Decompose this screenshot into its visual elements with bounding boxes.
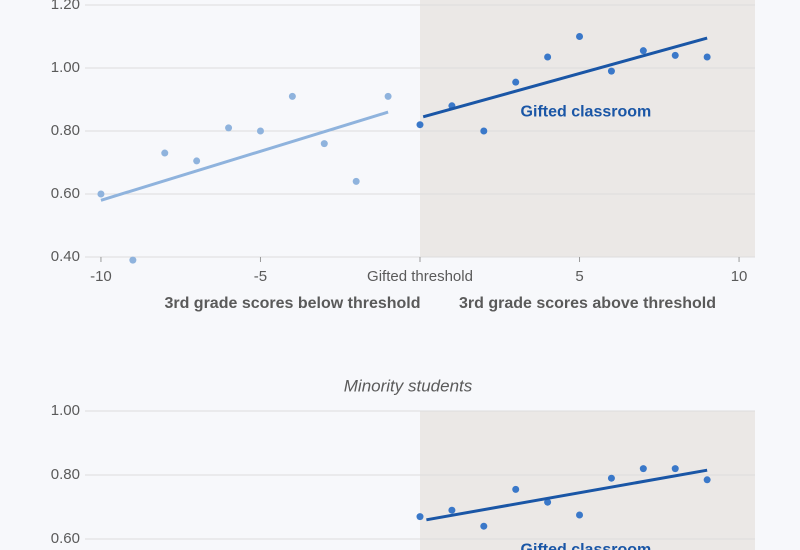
data-point bbox=[193, 157, 201, 165]
x-tick-label: -10 bbox=[90, 268, 112, 285]
y-tick-label: 0.80 bbox=[51, 122, 80, 139]
data-point bbox=[384, 92, 392, 100]
chart-title: Minority students bbox=[344, 376, 473, 395]
data-point bbox=[416, 513, 424, 521]
x-group-label: 3rd grade scores below threshold bbox=[164, 295, 420, 312]
x-tick-label: 5 bbox=[575, 268, 583, 285]
y-tick-label: 0.60 bbox=[51, 530, 80, 547]
data-point bbox=[352, 177, 360, 185]
data-point bbox=[161, 149, 169, 157]
data-point bbox=[97, 190, 105, 198]
x-tick-label: 10 bbox=[731, 268, 748, 285]
y-tick-label: 0.40 bbox=[51, 248, 80, 265]
data-point bbox=[288, 92, 296, 100]
data-point bbox=[671, 51, 679, 59]
data-point bbox=[320, 140, 328, 148]
data-point bbox=[480, 127, 488, 135]
y-tick-label: 0.60 bbox=[51, 185, 80, 202]
y-tick-label: 1.00 bbox=[51, 59, 80, 76]
data-point bbox=[448, 506, 456, 514]
data-point bbox=[576, 33, 584, 40]
x-tick-label: -5 bbox=[254, 268, 267, 285]
x-group-label: 3rd grade scores above threshold bbox=[459, 295, 716, 312]
data-point bbox=[512, 78, 520, 86]
data-point bbox=[671, 465, 679, 473]
annotation: Gifted classroom bbox=[521, 103, 652, 120]
data-point bbox=[129, 256, 137, 264]
annotation: Gifted classroom bbox=[521, 541, 652, 550]
data-point bbox=[512, 485, 520, 493]
data-point bbox=[416, 121, 424, 129]
data-point bbox=[256, 127, 264, 135]
data-point bbox=[607, 474, 615, 482]
y-tick-label: 1.20 bbox=[51, 0, 80, 13]
data-point bbox=[544, 53, 552, 61]
data-point bbox=[703, 53, 711, 61]
data-point bbox=[639, 465, 647, 473]
fit-line bbox=[100, 110, 389, 202]
shaded-region bbox=[420, 0, 755, 257]
shaded-region bbox=[420, 411, 755, 550]
data-point bbox=[703, 476, 711, 484]
x-tick-label: Gifted threshold bbox=[367, 268, 473, 285]
fit-line bbox=[426, 468, 708, 522]
data-point bbox=[607, 67, 615, 75]
y-tick-label: 0.80 bbox=[51, 466, 80, 483]
data-point bbox=[639, 47, 647, 55]
data-point bbox=[225, 124, 233, 132]
data-point bbox=[576, 511, 584, 519]
data-point bbox=[480, 522, 488, 530]
data-point bbox=[544, 498, 552, 506]
y-tick-label: 1.00 bbox=[51, 402, 80, 419]
fit-line bbox=[422, 36, 708, 119]
